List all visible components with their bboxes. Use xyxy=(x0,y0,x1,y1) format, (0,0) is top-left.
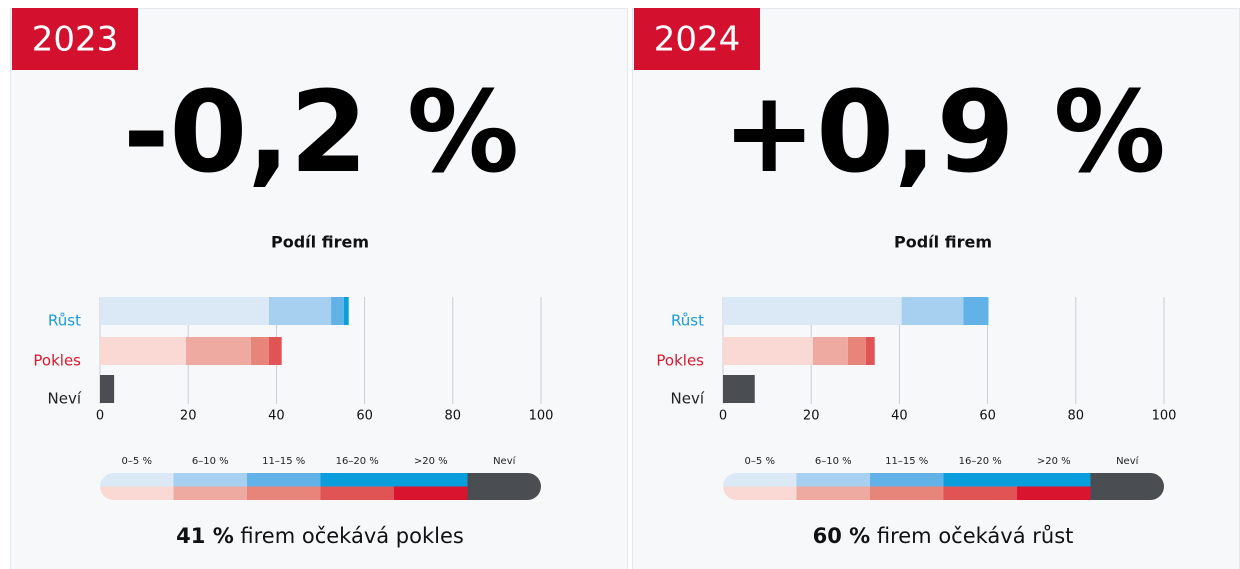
legend-label: 16–20 % xyxy=(959,456,1002,467)
legend-swatch xyxy=(394,486,469,500)
bar-segment xyxy=(331,297,344,325)
bar-segment xyxy=(865,337,875,365)
legend-label: Neví xyxy=(493,455,517,467)
legend-swatch xyxy=(320,486,395,500)
chart-subtitle: Podíl firem xyxy=(894,233,992,252)
headline: +0,9 % xyxy=(722,68,1165,198)
legend-swatch xyxy=(173,473,248,487)
legend-swatch xyxy=(100,486,175,500)
chart-subtitle: Podíl firem xyxy=(271,233,369,252)
summary-text: firem očekává růst xyxy=(870,524,1073,548)
legend-swatch xyxy=(394,473,469,487)
legend-swatch xyxy=(467,473,541,500)
bar-segment xyxy=(812,337,848,365)
legend-label: 11–15 % xyxy=(885,456,928,467)
year-label: 2024 xyxy=(654,20,741,60)
panel: 2024 +0,9 % Podíl firem 0 20 40 60 80 100 Růst Pok… xyxy=(632,8,1240,569)
legend xyxy=(723,473,1164,500)
summary: 60 % firem očekává růst xyxy=(813,524,1074,548)
bar-segment xyxy=(723,375,755,403)
year-tag xyxy=(634,8,760,70)
bar-segment xyxy=(723,297,902,325)
bar-segment xyxy=(268,337,282,365)
legend-swatch xyxy=(943,486,1018,500)
summary: 41 % firem očekává pokles xyxy=(176,524,464,548)
legend-swatch xyxy=(100,473,175,487)
x-tick-label: 80 xyxy=(445,409,462,424)
legend-swatch xyxy=(943,473,1018,487)
bar-segment xyxy=(185,337,251,365)
legend-swatch xyxy=(247,473,322,487)
legend-swatch xyxy=(723,486,798,500)
headline: -0,2 % xyxy=(123,68,519,198)
category-label: Růst xyxy=(671,312,704,330)
legend-swatch xyxy=(870,486,945,500)
legend-swatch xyxy=(247,486,322,500)
bar-segment xyxy=(723,337,813,365)
legend-swatch xyxy=(1017,473,1092,487)
x-tick-label: 20 xyxy=(803,409,820,424)
summary-value: 60 % xyxy=(813,524,871,548)
legend-label: >20 % xyxy=(414,456,448,467)
x-tick-label: 100 xyxy=(529,409,554,424)
bar-segment xyxy=(100,337,186,365)
bar-segment xyxy=(847,337,866,365)
legend-label: 0–5 % xyxy=(745,456,775,467)
legend-swatch xyxy=(1017,486,1092,500)
x-tick-label: 60 xyxy=(356,409,373,424)
category-label: Neví xyxy=(48,390,82,408)
x-tick-label: 60 xyxy=(979,409,996,424)
x-tick-label: 0 xyxy=(96,409,104,424)
legend-swatch xyxy=(320,473,395,487)
x-tick-label: 40 xyxy=(891,409,908,424)
bar-segment xyxy=(901,297,964,325)
year-tag xyxy=(12,8,138,70)
legend xyxy=(100,473,541,500)
legend-label: 11–15 % xyxy=(262,456,305,467)
legend-swatch xyxy=(870,473,945,487)
x-tick-label: 80 xyxy=(1068,409,1085,424)
summary-value: 41 % xyxy=(176,524,234,548)
legend-swatch xyxy=(723,473,798,487)
category-label: Růst xyxy=(48,312,81,330)
bar-segment xyxy=(100,375,115,403)
bar-segment xyxy=(343,297,349,325)
x-tick-label: 40 xyxy=(268,409,285,424)
bar-segment xyxy=(100,297,269,325)
legend-label: 6–10 % xyxy=(815,456,852,467)
legend-label: 16–20 % xyxy=(336,456,379,467)
x-tick-label: 20 xyxy=(180,409,197,424)
legend-swatch xyxy=(173,486,248,500)
panel: 2023-0,2 % Podíl firem 0 20 40 60 80 100 Růst Pok… xyxy=(10,8,628,569)
legend-swatch xyxy=(796,473,871,487)
category-label: Pokles xyxy=(33,352,81,370)
x-tick-label: 0 xyxy=(719,409,727,424)
bar-segment xyxy=(250,337,269,365)
legend-label: 0–5 % xyxy=(122,456,152,467)
bar-segment xyxy=(963,297,989,325)
bar-segment xyxy=(268,297,332,325)
legend-swatch xyxy=(796,486,871,500)
summary-text: firem očekává pokles xyxy=(234,524,464,548)
legend-swatch xyxy=(1090,473,1164,500)
x-tick-label: 100 xyxy=(1152,409,1177,424)
category-label: Neví xyxy=(671,390,705,408)
category-label: Pokles xyxy=(656,352,704,370)
year-label: 2023 xyxy=(32,20,119,60)
legend-label: 6–10 % xyxy=(192,456,229,467)
legend-label: Neví xyxy=(1116,455,1140,467)
legend-label: >20 % xyxy=(1037,456,1071,467)
